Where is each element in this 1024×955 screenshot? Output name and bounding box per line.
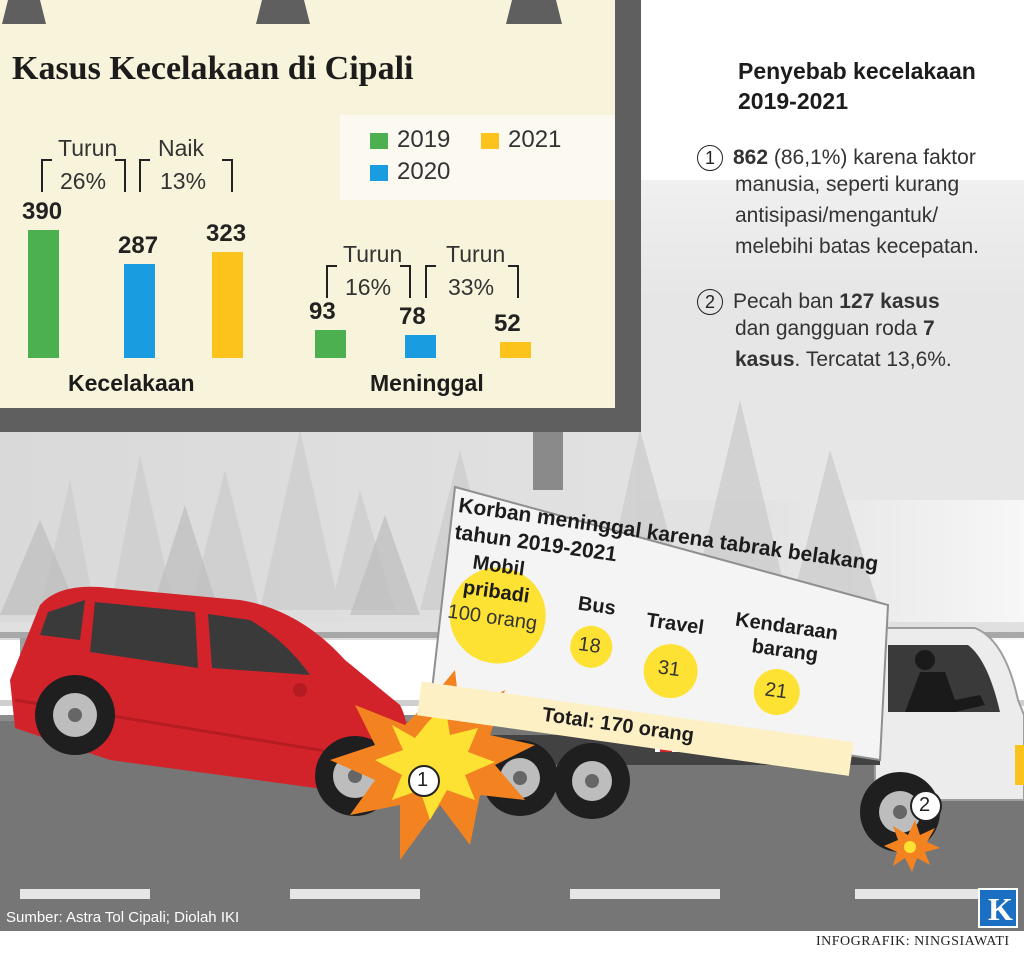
marker-2: 2 bbox=[919, 794, 931, 816]
cause-item-2: 2 Pecah ban 127 kasus bbox=[697, 286, 940, 317]
value-label-kecelakaan-2019: 390 bbox=[22, 198, 63, 225]
cause-number-2: 2 bbox=[697, 289, 723, 315]
change-label-m1: Turun bbox=[343, 241, 403, 267]
value-bus: 18 bbox=[576, 633, 603, 658]
cause-2-line3-bold: kasus bbox=[735, 348, 795, 371]
value-label-kecelakaan-2020: 287 bbox=[118, 232, 159, 259]
bar-meninggal-2021 bbox=[500, 342, 531, 358]
label-bus: Bus bbox=[576, 592, 618, 620]
value-kendaraan-barang: 21 bbox=[763, 678, 789, 704]
truck-cab bbox=[874, 627, 1024, 801]
legend-swatch-2020 bbox=[370, 165, 388, 181]
red-car bbox=[10, 586, 408, 816]
chart-title: Kasus Kecelakaan di Cipali bbox=[12, 50, 414, 87]
cause-number-1: 1 bbox=[697, 145, 723, 171]
legend-swatch-2019 bbox=[370, 133, 388, 149]
change-label-m2: Turun bbox=[446, 241, 506, 267]
causes-heading-line1: Penyebab kecelakaan bbox=[738, 58, 976, 84]
value-label-meninggal-2019: 93 bbox=[309, 298, 336, 325]
group-label-meninggal: Meninggal bbox=[370, 370, 484, 396]
cause-2-line2-pre: dan gangguan roda bbox=[735, 317, 924, 340]
legend-label-2019: 2019 bbox=[397, 126, 451, 153]
impact-burst-2 bbox=[884, 790, 942, 872]
cause-item-1: 1 862 (86,1%) karena faktor bbox=[697, 142, 976, 173]
cause-1-line4: melebihi batas kecepatan. bbox=[735, 235, 979, 258]
causes-heading-line2: 2019-2021 bbox=[738, 88, 848, 114]
bar-meninggal-2020 bbox=[405, 335, 436, 358]
change-value-m2: 33% bbox=[448, 274, 495, 300]
change-value-k1: 26% bbox=[60, 168, 107, 194]
value-label-meninggal-2021: 52 bbox=[494, 310, 521, 337]
change-label-k1: Turun bbox=[58, 135, 118, 161]
bar-kecelakaan-2019 bbox=[28, 230, 59, 358]
bar-kecelakaan-2021 bbox=[212, 252, 243, 358]
legend-label-2021: 2021 bbox=[508, 126, 562, 153]
cause-1-count: 862 bbox=[733, 146, 769, 169]
change-label-k2: Naik bbox=[158, 135, 205, 161]
cause-1-line1: (86,1%) karena faktor bbox=[768, 146, 976, 169]
kompas-logo: K bbox=[978, 888, 1018, 928]
cause-1-line2: manusia, seperti kurang bbox=[735, 173, 960, 196]
credit-line: INFOGRAFIK: NINGSIAWATI bbox=[816, 934, 1010, 949]
cause-2-line2: dan gangguan roda 7 bbox=[735, 317, 935, 341]
cause-2-line3-rest: . Tercatat 13,6%. bbox=[794, 348, 952, 371]
legend-label-2020: 2020 bbox=[397, 158, 451, 185]
legend-swatch-2021 bbox=[481, 133, 499, 149]
logo-letter: K bbox=[988, 891, 1013, 927]
value-label-meninggal-2020: 78 bbox=[399, 303, 426, 330]
change-value-m1: 16% bbox=[345, 274, 392, 300]
value-travel: 31 bbox=[656, 656, 682, 682]
bar-meninggal-2019 bbox=[315, 330, 346, 358]
source-note: Sumber: Astra Tol Cipali; Diolah IKI bbox=[6, 909, 240, 926]
value-label-kecelakaan-2021: 323 bbox=[206, 220, 247, 247]
group-label-kecelakaan: Kecelakaan bbox=[68, 370, 195, 396]
label-travel: Travel bbox=[644, 609, 706, 640]
footer-strip bbox=[0, 931, 1024, 955]
cause-2-line2-bold: 7 bbox=[923, 317, 935, 340]
marker-1: 1 bbox=[417, 769, 429, 791]
bracket-lines bbox=[41, 159, 519, 298]
cause-1-line3: antisipasi/mengantuk/ bbox=[735, 204, 939, 227]
change-value-k2: 13% bbox=[160, 168, 207, 194]
cause-2-line1-bold: 127 kasus bbox=[839, 290, 940, 313]
bar-kecelakaan-2020 bbox=[124, 264, 155, 358]
cause-2-line3: kasus. Tercatat 13,6%. bbox=[735, 348, 952, 372]
cause-2-line1-pre: Pecah ban bbox=[733, 290, 840, 313]
